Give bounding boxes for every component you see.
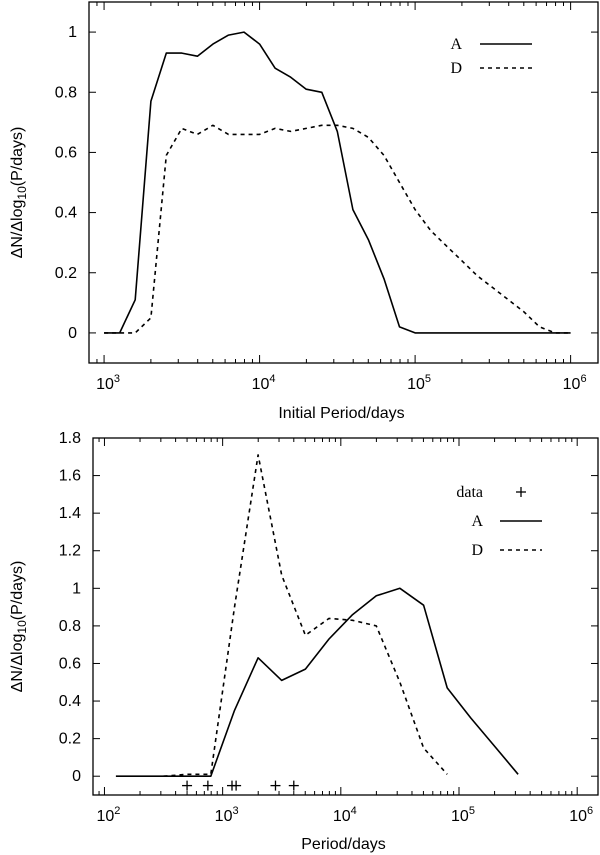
y-tick-label: 1.8: [59, 430, 81, 447]
y-tick-label: 1.4: [59, 505, 81, 522]
legend-marker-data: [516, 487, 526, 497]
y-tick-label: 1: [68, 24, 77, 41]
data-point-data: [270, 780, 281, 791]
x-tick-label: 106: [569, 805, 593, 825]
y-tick-label: 0.8: [59, 618, 81, 635]
legend-label-data: data: [456, 484, 483, 501]
x-tick-label: 103: [215, 805, 239, 825]
legend-label-D: D: [450, 60, 462, 77]
y-tick-label: 1: [72, 580, 81, 597]
series-line-D: [163, 454, 448, 777]
data-point-data: [288, 780, 299, 791]
plot-frame: [92, 437, 599, 796]
y-axis-title: ΔN/Δlog10(P/days): [9, 561, 29, 693]
y-tick-label: 0.2: [59, 731, 81, 748]
legend-label-A: A: [471, 513, 483, 530]
series-line-A: [104, 31, 571, 334]
series-line-A: [115, 587, 519, 778]
y-tick-label: 1.6: [59, 468, 81, 485]
data-point-data: [231, 780, 242, 791]
y-tick-label: 0.6: [55, 144, 77, 161]
legend-label-A: A: [450, 36, 462, 53]
x-tick-label: 106: [563, 373, 587, 393]
y-axis-title: ΔN/Δlog10(P/days): [9, 127, 29, 259]
top-chart: 0 0.2 0.4 0.6 0.8 1 103 104 105 106 Initial Period…: [9, 1, 599, 422]
x-tick-label: 105: [407, 373, 431, 393]
series-line-D: [104, 124, 571, 334]
x-tick-label: 105: [451, 805, 475, 825]
y-tick-label: 0.6: [59, 655, 81, 672]
y-tick-label: 0.2: [55, 265, 77, 282]
x-tick-label: 104: [252, 373, 276, 393]
data-point-data: [202, 780, 213, 791]
y-tick-label: 0: [68, 325, 77, 342]
legend-label-D: D: [471, 542, 483, 559]
y-tick-label: 0.4: [55, 205, 77, 222]
y-tick-label: 0.4: [59, 693, 81, 710]
y-tick-label: 0.8: [55, 84, 77, 101]
x-tick-label: 104: [333, 805, 357, 825]
x-tick-label: 102: [96, 805, 120, 825]
x-tick-label: 103: [96, 373, 120, 393]
x-axis-title: Initial Period/days: [278, 405, 404, 422]
plot-frame: [88, 1, 599, 364]
data-point-data: [182, 780, 193, 791]
y-tick-label: 1.2: [59, 543, 81, 560]
x-axis-title: Period/days: [301, 836, 386, 853]
bottom-chart: 0 0.2 0.4 0.6 0.8 1 1.2 1.4 1.6 1.8 102 103 104 105 10…: [9, 430, 599, 853]
y-tick-label: 0: [72, 768, 81, 785]
